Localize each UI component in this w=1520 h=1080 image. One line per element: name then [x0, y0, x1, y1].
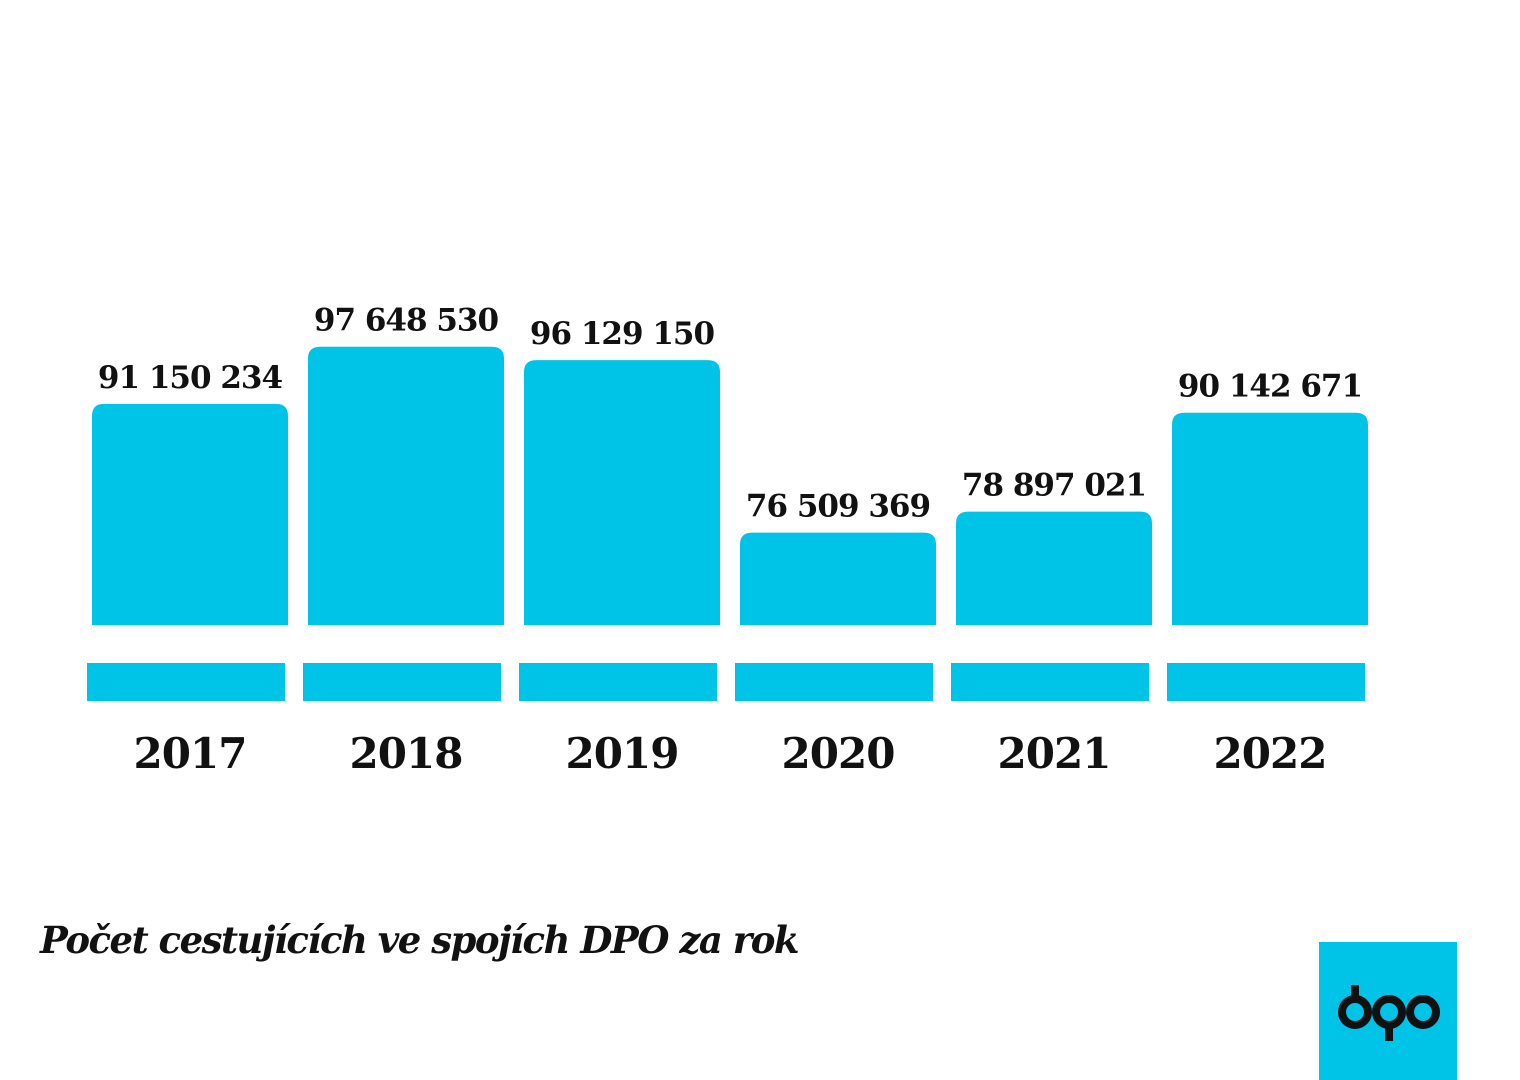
bar-strip-2017	[87, 663, 285, 701]
data-label-2022: 90 142 671	[1178, 369, 1362, 405]
bar-strip-2021	[951, 663, 1149, 701]
bar-chart: 91 150 234 2017 97 648 530 2018 96 129 150 20…	[87, 303, 1368, 778]
data-label-2021: 78 897 021	[962, 468, 1146, 504]
bar-2017	[92, 403, 288, 625]
data-label-2019: 96 129 150	[530, 316, 715, 352]
bar-strip-2018	[303, 663, 501, 701]
data-label-2018: 97 648 530	[314, 303, 499, 339]
x-tick-label-2018: 2018	[350, 729, 463, 778]
dpo-logo: dpo	[1319, 942, 1457, 1080]
bar-strip-2019	[519, 663, 717, 701]
bar-2018	[308, 346, 504, 625]
bar-strip-2022	[1167, 663, 1365, 701]
x-tick-label-2019: 2019	[566, 729, 679, 778]
bar-strip-2020	[735, 663, 933, 701]
x-tick-label-2022: 2022	[1214, 729, 1327, 778]
x-tick-label-2021: 2021	[998, 729, 1111, 778]
data-label-2020: 76 509 369	[746, 489, 930, 525]
bar-2019	[524, 360, 720, 625]
x-tick-label-2017: 2017	[134, 729, 247, 778]
dpo-logo-icon	[1338, 985, 1440, 1041]
bar-2022	[1172, 412, 1368, 625]
bar-2021	[956, 511, 1152, 625]
x-tick-label-2020: 2020	[782, 729, 895, 778]
bar-2020	[740, 532, 936, 625]
data-label-2017: 91 150 234	[98, 360, 283, 396]
chart-title: Počet cestujících ve spojích DPO za rok	[40, 918, 800, 962]
